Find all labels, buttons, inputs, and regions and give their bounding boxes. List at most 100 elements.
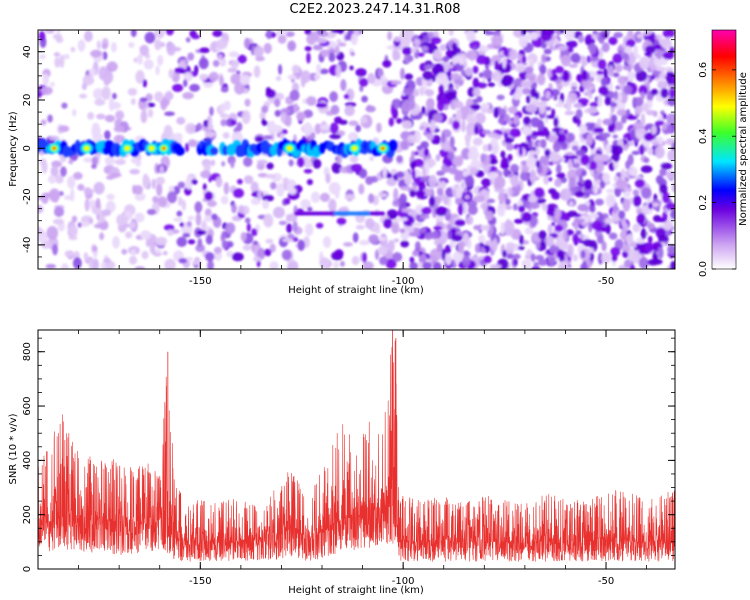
heatmap-blob bbox=[449, 239, 456, 249]
heatmap-blob bbox=[220, 86, 229, 93]
heatmap-blob bbox=[315, 102, 328, 109]
heatmap-blob bbox=[314, 73, 321, 80]
heatmap-blob bbox=[143, 59, 154, 70]
heatmap-blob bbox=[472, 65, 479, 74]
heatmap-blob bbox=[379, 236, 387, 242]
heatmap-blob bbox=[445, 91, 457, 101]
heatmap-blob bbox=[243, 175, 254, 185]
snr-y-tick-label: 600 bbox=[22, 396, 33, 415]
heatmap-blob bbox=[659, 183, 668, 194]
heatmap-blob bbox=[557, 99, 563, 107]
heatmap-blob bbox=[473, 125, 479, 135]
heatmap-blob bbox=[269, 261, 279, 269]
heatmap-blob bbox=[639, 56, 650, 70]
heatmap-blob bbox=[441, 248, 446, 261]
heatmap-blob bbox=[101, 43, 108, 50]
heatmap-blob bbox=[479, 224, 492, 231]
heatmap-ylabel: Frequency (Hz) bbox=[8, 111, 19, 187]
heatmap-blob bbox=[658, 234, 669, 244]
heatmap-blob bbox=[39, 54, 47, 60]
heatmap-blob bbox=[528, 58, 533, 65]
heatmap-blob bbox=[134, 192, 146, 201]
heatmap-blob bbox=[261, 105, 269, 114]
heatmap-blob bbox=[320, 49, 330, 58]
heatmap-blob bbox=[505, 253, 515, 259]
heatmap-blob bbox=[621, 245, 631, 252]
heatmap-blob bbox=[490, 240, 498, 251]
heatmap-blob bbox=[500, 150, 506, 159]
heatmap-blob bbox=[177, 181, 186, 189]
heatmap-blob bbox=[329, 122, 339, 134]
heatmap-blob bbox=[159, 165, 165, 175]
heatmap-blob bbox=[593, 180, 599, 195]
heatmap-blob bbox=[343, 242, 353, 247]
heatmap-blob bbox=[552, 141, 561, 153]
heatmap-blob bbox=[319, 192, 330, 203]
heatmap-blob bbox=[99, 232, 105, 241]
heatmap-blob bbox=[128, 42, 135, 48]
heatmap-hot-blob bbox=[351, 146, 358, 151]
heatmap-blob bbox=[172, 83, 184, 93]
heatmap-blob bbox=[555, 65, 564, 74]
heatmap-blob bbox=[59, 54, 65, 68]
heatmap-blob bbox=[616, 109, 627, 117]
heatmap-blob bbox=[236, 122, 243, 132]
heatmap-blob bbox=[436, 243, 443, 253]
heatmap-blob bbox=[625, 39, 636, 48]
heatmap-blob bbox=[225, 222, 236, 235]
heatmap-blob bbox=[467, 149, 480, 160]
heatmap-blob bbox=[146, 209, 157, 215]
heatmap-blob bbox=[55, 36, 64, 44]
heatmap-blob bbox=[359, 85, 364, 92]
heatmap-blob bbox=[228, 51, 240, 58]
heatmap-blob bbox=[630, 129, 636, 140]
heatmap-blob bbox=[445, 49, 454, 58]
heatmap-blob bbox=[251, 228, 258, 237]
snr-line bbox=[38, 340, 675, 562]
heatmap-blob bbox=[383, 218, 393, 229]
heatmap-blob bbox=[433, 49, 443, 61]
heatmap-blob bbox=[421, 206, 432, 215]
heatmap-blob bbox=[197, 238, 203, 248]
heatmap-blob bbox=[340, 260, 345, 267]
heatmap-blob bbox=[409, 256, 415, 264]
heatmap-blob bbox=[650, 32, 656, 44]
heatmap-blob bbox=[350, 163, 363, 173]
heatmap-blob bbox=[199, 73, 208, 81]
heatmap-blob bbox=[641, 103, 650, 112]
heatmap-blob bbox=[83, 30, 93, 42]
heatmap-blob bbox=[306, 52, 311, 64]
heatmap-blob bbox=[195, 244, 206, 253]
heatmap-blob bbox=[621, 218, 627, 227]
heatmap-blob bbox=[176, 236, 188, 247]
heatmap-xlabel: Height of straight line (km) bbox=[288, 285, 424, 296]
heatmap-blob bbox=[540, 203, 548, 208]
heatmap-blob bbox=[476, 54, 488, 65]
heatmap-blob bbox=[489, 264, 502, 269]
heatmap-blob bbox=[576, 73, 582, 81]
heatmap-blob bbox=[58, 125, 70, 133]
heatmap-blob bbox=[164, 258, 176, 269]
heatmap-blob bbox=[386, 177, 397, 187]
heatmap-band-0hz bbox=[38, 138, 398, 216]
heatmap-blob bbox=[401, 208, 413, 213]
heatmap-blob bbox=[614, 90, 619, 100]
heatmap-blob bbox=[182, 92, 194, 100]
heatmap-blob bbox=[187, 215, 195, 221]
heatmap-blob bbox=[560, 54, 572, 67]
heatmap-blob bbox=[505, 242, 516, 250]
heatmap-blob bbox=[269, 181, 277, 190]
heatmap-blob bbox=[390, 80, 402, 85]
heatmap-blob bbox=[579, 123, 588, 134]
heatmap-blob bbox=[140, 230, 152, 240]
heatmap-blob bbox=[514, 130, 521, 137]
heatmap-blob bbox=[478, 72, 484, 78]
heatmap-blob bbox=[104, 130, 111, 140]
heatmap-blob bbox=[639, 144, 645, 156]
heatmap-blob bbox=[652, 110, 658, 118]
heatmap-blob bbox=[444, 244, 452, 255]
heatmap-blob bbox=[435, 154, 441, 162]
heatmap-blob bbox=[77, 222, 82, 228]
heatmap-blob bbox=[666, 113, 675, 124]
heatmap-blob bbox=[517, 53, 522, 61]
